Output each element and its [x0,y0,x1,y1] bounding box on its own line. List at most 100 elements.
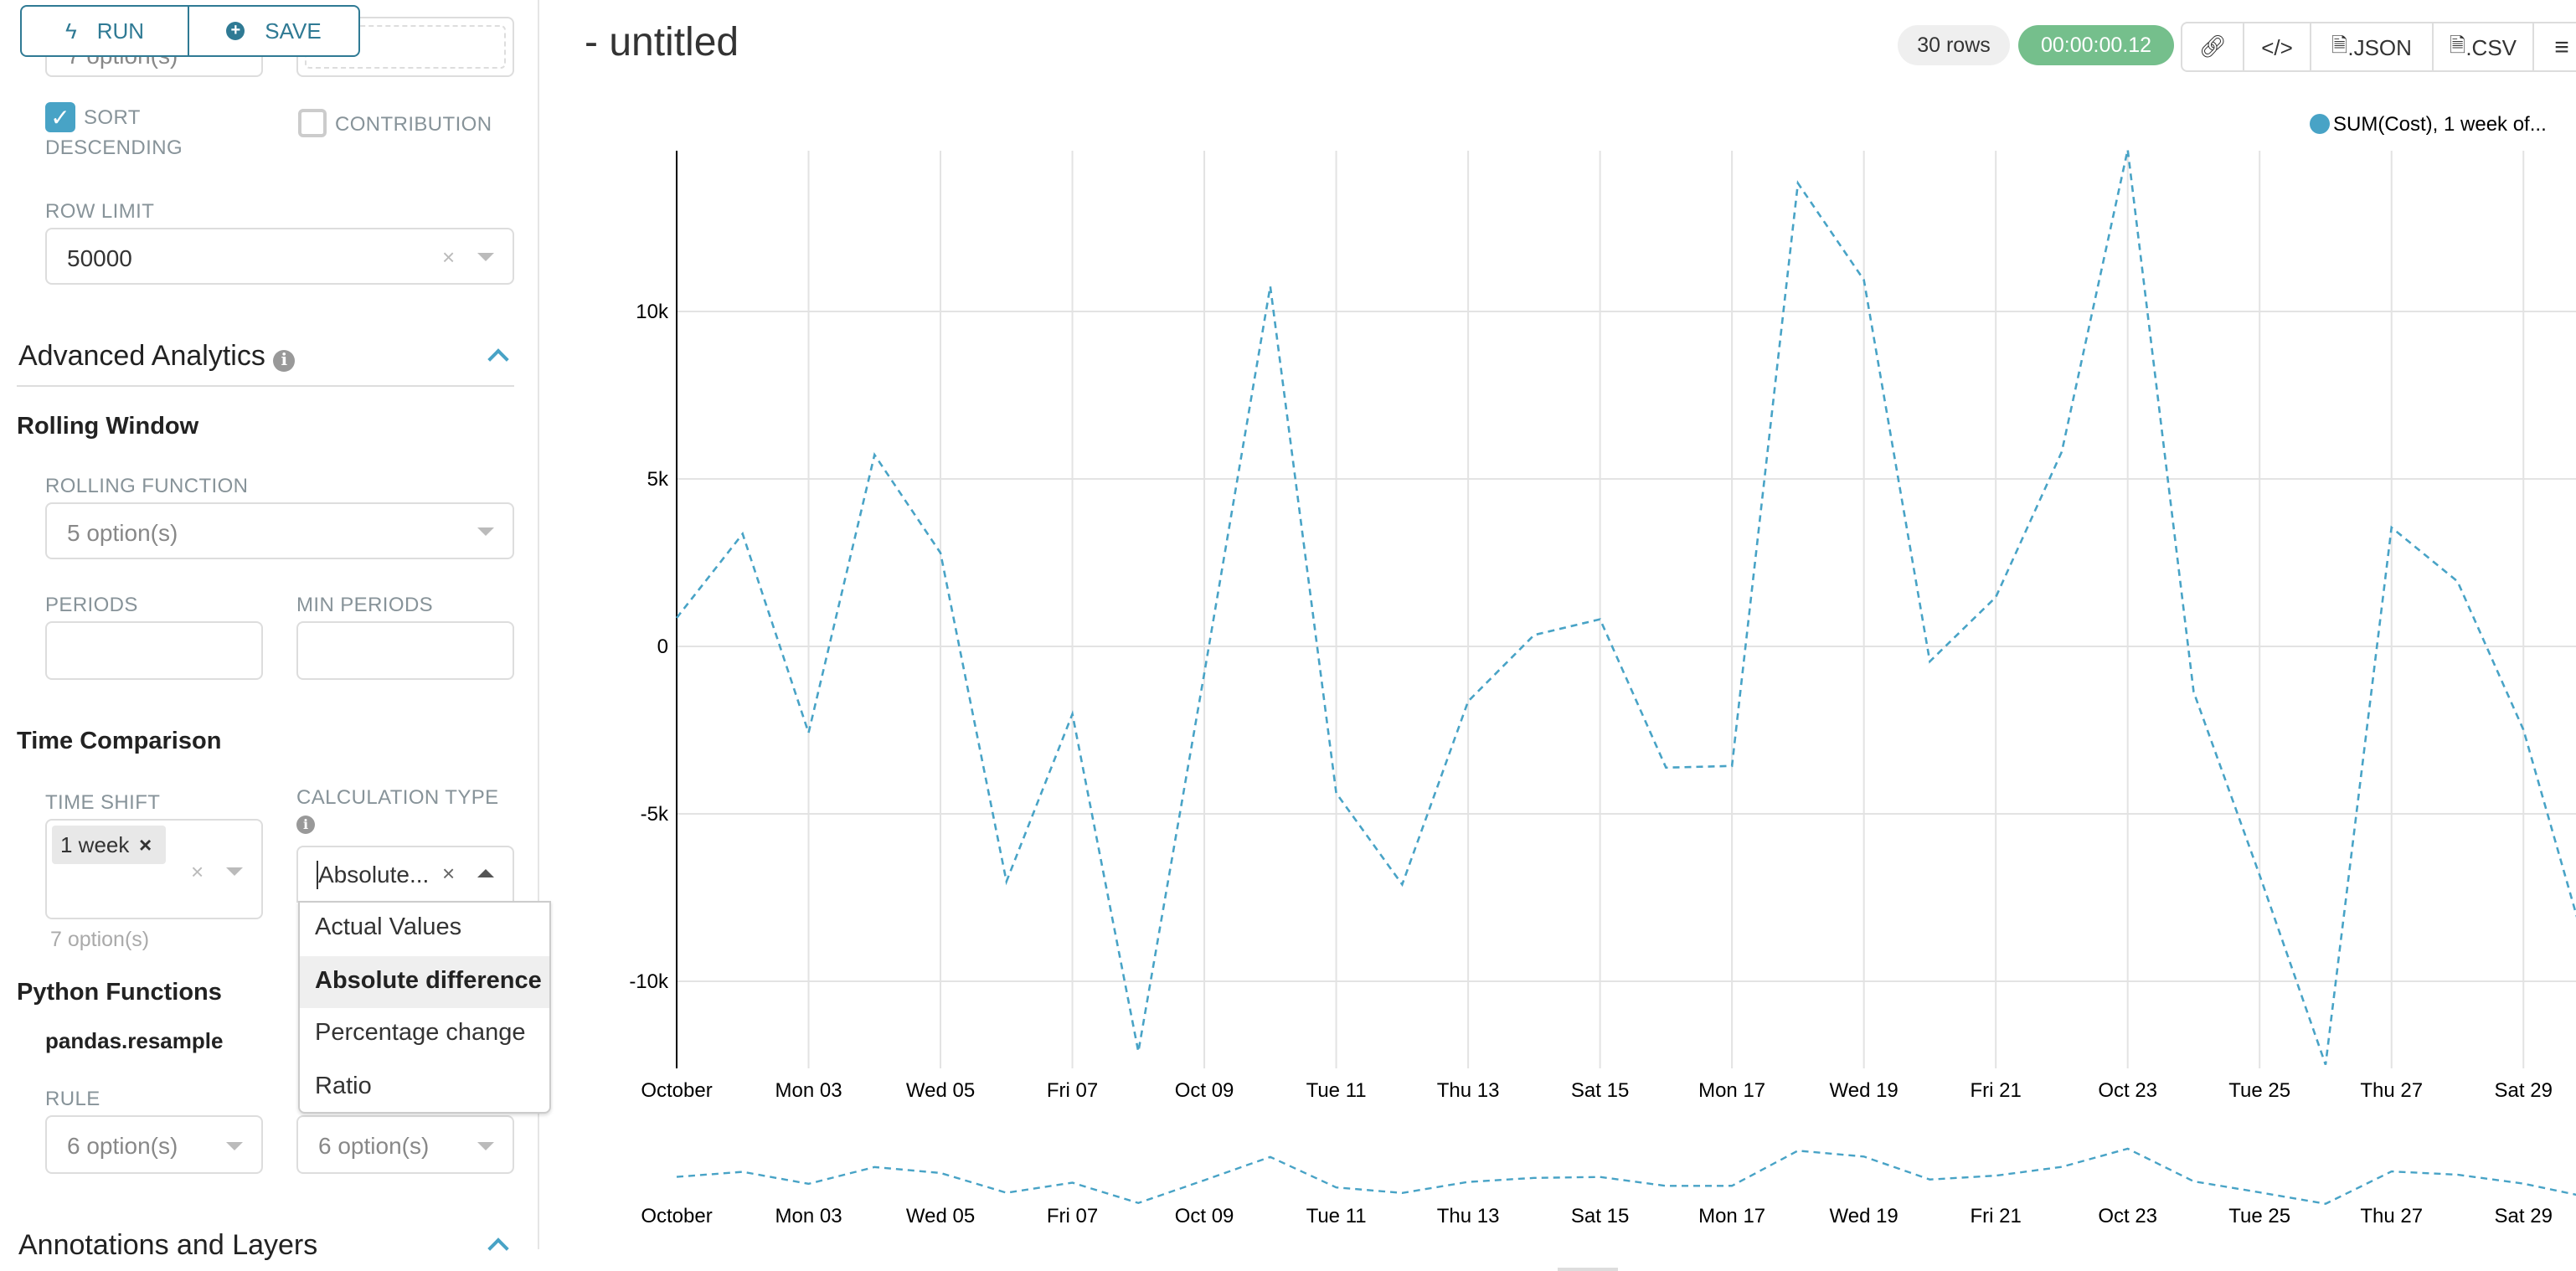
caret-down-icon[interactable] [226,1142,243,1150]
data-point [1201,670,1208,677]
option-ratio[interactable]: Ratio [315,1073,372,1099]
time-shift-select[interactable]: 1 week × × [45,819,263,919]
save-button[interactable]: + SAVE [189,7,358,55]
export-button-group: 🔗︎ </> 🗎 .JSON 🗎 .CSV ≡ [2181,22,2576,72]
info-icon[interactable]: i [296,816,315,834]
data-point [2256,872,2263,878]
legend-item[interactable]: SUM(Cost), 1 week of... [2310,112,2547,136]
contribution-label: CONTRIBUTION [335,112,492,136]
data-point [2322,1062,2329,1068]
data-point [1333,790,1340,796]
preview-x-tick-label: Tue 11 [1306,1205,1367,1227]
rolling-window-title: Rolling Window [17,414,199,440]
caret-down-icon[interactable] [477,527,494,536]
preview-x-tick-label: Oct 23 [2098,1205,2157,1227]
periods-label: PERIODS [45,593,138,616]
json-button[interactable]: 🗎 .JSON [2310,23,2432,70]
rolling-function-label: ROLLING FUNCTION [45,474,249,497]
advanced-analytics-header[interactable]: Advanced Analytics i [18,340,296,373]
x-tick-label: Fri 07 [1047,1079,1098,1102]
data-point [2190,688,2197,695]
x-tick-label: Thu 13 [1437,1079,1500,1102]
clear-icon[interactable]: × [442,244,456,270]
rule-select[interactable]: 6 option(s) [45,1115,263,1174]
scroll-handle[interactable] [1558,1268,1618,1271]
timer-badge: 00:00:00.12 [2018,25,2174,65]
x-tick-label: Wed 19 [1830,1079,1899,1102]
min-periods-input[interactable] [296,621,514,680]
x-tick-label: Oct 09 [1175,1079,1234,1102]
clear-icon[interactable]: × [442,861,456,886]
remove-tag-icon[interactable]: × [139,832,152,857]
preview-x-tick-label: Mon 03 [775,1205,842,1227]
clear-icon[interactable]: × [191,859,204,884]
file-code-icon: 🗎 [2331,33,2348,56]
run-save-group: ϟ RUN + SAVE [20,5,360,57]
row-limit-select[interactable]: 50000 × [45,228,514,285]
data-point [2454,578,2460,584]
y-tick-label: 5k [647,468,669,491]
python-functions-title: Python Functions [17,980,222,1006]
data-point [1597,616,1604,623]
row-limit-label: ROW LIMIT [45,199,155,223]
y-tick-label: -10k [629,970,669,993]
time-shift-label: TIME SHIFT [45,790,161,814]
divider [17,385,514,387]
preview-x-tick-label: October [641,1205,712,1227]
csv-button[interactable]: 🗎 .CSV [2432,23,2532,70]
preview-x-tick-label: Wed 19 [1830,1205,1899,1227]
preview-x-tick-label: Wed 05 [906,1205,975,1227]
sort-descending-label-2: DESCENDING [45,136,183,159]
caret-down-icon[interactable] [477,253,494,261]
sort-descending-label: SORT [84,105,141,129]
contribution-checkbox[interactable] [298,109,327,137]
data-point [2125,147,2131,153]
y-tick-label: 10k [636,301,669,323]
x-tick-label: Mon 17 [1698,1079,1765,1102]
data-point [2388,524,2395,531]
rule-label: RULE [45,1087,100,1110]
preview-x-tick-label: Fri 07 [1047,1205,1098,1227]
periods-input[interactable] [45,621,263,680]
rolling-function-select[interactable]: 5 option(s) [45,502,514,559]
hamburger-icon: ≡ [2554,33,2569,61]
preview-series-line [676,1147,2576,1205]
preview-x-tick-label: Fri 21 [1970,1205,2021,1227]
data-point [1135,1048,1141,1055]
chart-title[interactable]: - untitled [585,20,739,65]
data-point [806,729,812,736]
y-tick-label: -5k [641,803,669,826]
embed-code-button[interactable]: </> [2243,23,2310,70]
series-line [675,149,2576,1066]
method-select[interactable]: 6 option(s) [296,1115,514,1174]
preview-x-tick-label: Sat 29 [2495,1205,2553,1227]
preview-x-tick-label: Sat 15 [1571,1205,1629,1227]
info-icon[interactable]: i [273,350,296,372]
calculation-type-select[interactable]: Absolute... × [296,846,514,903]
link-icon: 🔗︎ [2198,33,2227,59]
caret-down-icon[interactable] [226,867,243,876]
min-periods-label: MIN PERIODS [296,593,434,616]
option-actual-values[interactable]: Actual Values [315,914,462,941]
link-button[interactable]: 🔗︎ [2182,23,2243,70]
time-comparison-title: Time Comparison [17,728,222,755]
data-point [1662,764,1669,771]
run-button[interactable]: ϟ RUN [22,7,189,55]
menu-button[interactable]: ≡ [2532,23,2576,70]
option-percentage-change[interactable]: Percentage change [315,1020,526,1047]
time-shift-hint: 7 option(s) [50,928,150,951]
data-point [1003,878,1010,885]
caret-up-icon[interactable] [477,869,494,877]
sort-descending-checkbox[interactable]: ✓ [45,102,75,132]
caret-down-icon[interactable] [477,1142,494,1150]
x-tick-label: Mon 03 [775,1079,842,1102]
time-shift-tag: 1 week × [52,826,166,864]
plus-circle-icon: + [226,22,245,40]
data-point [1861,276,1868,283]
option-absolute-difference[interactable]: Absolute difference [300,955,549,1008]
bolt-icon: ϟ [64,18,77,44]
x-tick-label: Fri 21 [1970,1079,2021,1102]
python-functions-subtitle: pandas.resample [45,1028,224,1053]
